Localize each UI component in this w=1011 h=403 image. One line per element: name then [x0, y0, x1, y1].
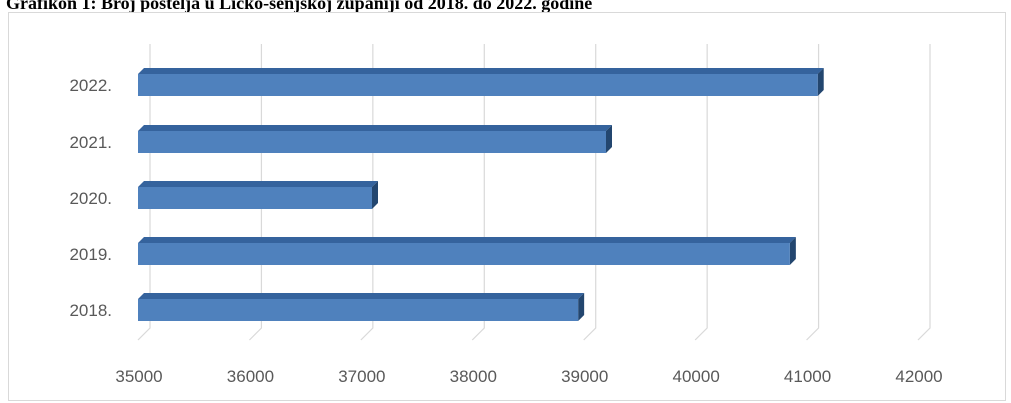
- x-axis-ticks: 35000 36000 37000 38000 39000 40000 41000 42000: [115, 367, 942, 386]
- bar: [138, 237, 796, 265]
- grid-line: [694, 44, 708, 341]
- x-tick-label: 37000: [338, 367, 385, 386]
- y-axis-categories: 2018. 2019. 2020. 2021. 2022.: [69, 76, 112, 320]
- bars: [138, 68, 824, 321]
- y-category-label: 2022.: [69, 76, 112, 95]
- x-tick-label: 36000: [227, 367, 274, 386]
- chart-title: Grafikon 1: Broj postelja u Ličko-senjsk…: [6, 0, 593, 13]
- x-tick-label: 35000: [115, 367, 162, 386]
- bar: [138, 293, 585, 321]
- y-category-label: 2018.: [69, 301, 112, 320]
- y-category-label: 2021.: [69, 133, 112, 152]
- grid-line: [917, 44, 931, 341]
- x-tick-label: 41000: [784, 367, 831, 386]
- x-tick-label: 42000: [895, 367, 942, 386]
- x-tick-label: 38000: [450, 367, 497, 386]
- x-tick-label: 40000: [673, 367, 720, 386]
- y-category-label: 2020.: [69, 189, 112, 208]
- chart-frame: [8, 12, 1006, 401]
- bar: [138, 125, 612, 153]
- bar: [138, 181, 378, 209]
- grid-line: [806, 44, 820, 341]
- x-tick-label: 39000: [561, 367, 608, 386]
- y-category-label: 2019.: [69, 245, 112, 264]
- bar: [138, 68, 824, 96]
